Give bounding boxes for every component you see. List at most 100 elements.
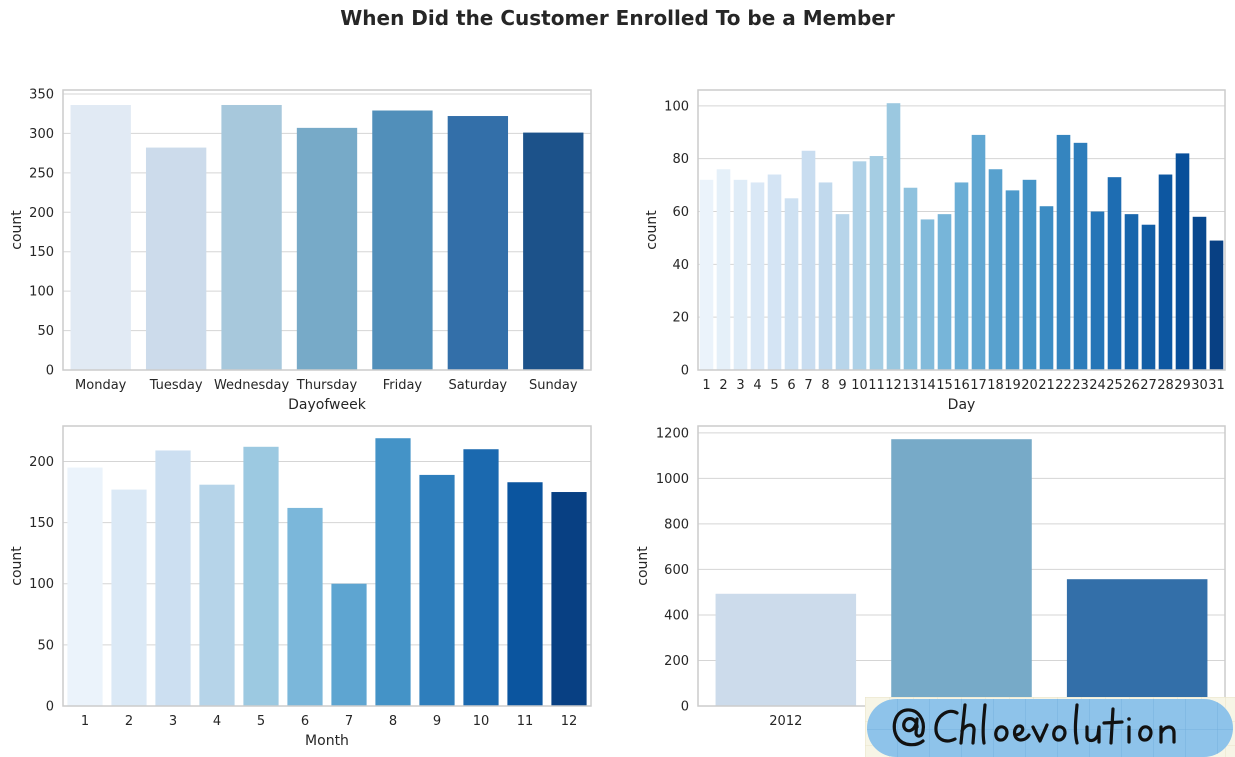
bar-2014 [1066,579,1208,706]
bar-10 [463,449,499,706]
x-tick-label: 2012 [769,714,802,729]
x-tick-label: 29 [1174,378,1191,393]
x-tick-label: Sunday [529,378,578,393]
bar-23 [1073,142,1088,370]
y-axis-label: count [9,210,25,250]
bar-12 [886,103,901,370]
bar-20 [1022,179,1037,370]
bar-Friday [372,110,433,370]
x-tick-label: 6 [787,378,795,393]
x-tick-label: 3 [736,378,744,393]
bar-2012 [715,593,857,706]
axes-frame [697,89,1226,371]
x-tick-label: Monday [75,378,127,393]
x-tick-label: 11 [868,378,885,393]
y-tick-label: 150 [29,516,54,531]
x-tick-label: Thursday [296,378,358,393]
figure-title: When Did the Customer Enrolled To be a M… [340,6,895,30]
y-tick-label: 0 [46,364,54,379]
x-tick-label: 18 [987,378,1004,393]
x-tick-label: 26 [1123,378,1140,393]
x-axis-label: Day [948,397,976,413]
bar-13 [903,187,918,370]
bar-21 [1039,206,1054,370]
x-tick-label: 30 [1191,378,1208,393]
y-tick-label: 200 [29,206,54,221]
x-tick-label: 5 [770,378,778,393]
x-tick-label: 10 [473,714,490,729]
bar-28 [1158,174,1173,370]
x-tick-label: 24 [1089,378,1106,393]
bar-30 [1192,216,1207,370]
bar-5 [243,446,279,706]
x-tick-label: 4 [753,378,761,393]
y-tick-label: 60 [672,205,689,220]
y-tick-label: 20 [672,311,689,326]
y-tick-label: 40 [672,258,689,273]
watermark-logo [865,697,1235,757]
bar-11 [869,156,884,370]
bar-27 [1141,224,1156,370]
y-tick-label: 50 [37,638,54,653]
x-tick-label: 4 [213,714,221,729]
bar-24 [1090,211,1105,370]
y-tick-label: 0 [46,700,54,715]
x-tick-label: 25 [1106,378,1123,393]
bar-25 [1107,177,1122,370]
x-tick-label: 9 [433,714,441,729]
chart-4: 0 200 400 600 800 1000 1200 2012 count [635,425,1226,729]
bar-Sunday [523,132,584,370]
x-tick-label: 13 [902,378,919,393]
x-tick-label: 21 [1038,378,1055,393]
bar-12 [551,492,587,706]
axes-frame [62,425,592,707]
x-tick-label: 20 [1021,378,1038,393]
bar-9 [835,214,850,370]
x-tick-label: Tuesday [149,378,203,393]
bar-3 [155,450,191,706]
x-tick-label: Saturday [449,378,508,393]
x-tick-label: 7 [345,714,353,729]
bar-Saturday [447,116,509,370]
bar-11 [507,482,543,706]
bar-Tuesday [145,147,207,370]
y-tick-label: 400 [664,608,689,623]
bar-22 [1056,134,1071,370]
x-tick-label: 11 [517,714,534,729]
x-tick-label: 10 [851,378,868,393]
x-tick-label: 8 [821,378,829,393]
y-tick-label: 600 [664,563,689,578]
x-tick-label: 23 [1072,378,1089,393]
bar-Wednesday [221,104,282,371]
x-tick-label: 16 [953,378,970,393]
bar-6 [287,507,323,706]
x-tick-label: 17 [970,378,987,393]
bar-16 [954,182,969,370]
bar-15 [937,214,952,370]
y-tick-label: 0 [681,364,689,379]
bar-1 [67,467,103,706]
y-tick-label: 0 [681,700,689,715]
y-tick-label: 350 [29,87,54,102]
y-tick-label: 300 [29,127,54,142]
y-tick-label: 100 [29,577,54,592]
bar-8 [818,182,833,370]
x-tick-label: 14 [919,378,936,393]
bar-2 [111,489,147,706]
x-tick-label: 6 [301,714,309,729]
x-tick-label: Friday [383,378,423,393]
y-axis-label: count [644,210,660,250]
bar-29 [1175,153,1190,370]
bar-2013 [891,439,1032,706]
y-tick-label: 150 [29,245,54,260]
y-tick-label: 1200 [656,426,689,441]
bar-14 [920,219,935,370]
x-axis-label: Month [305,733,349,749]
x-tick-label: Wednesday [214,378,290,393]
x-tick-label: 12 [885,378,902,393]
chart-1: 0 50 100 150 200 250 300 350 Monday Tuesday Wednes… [9,87,592,413]
x-tick-label: 31 [1208,378,1225,393]
